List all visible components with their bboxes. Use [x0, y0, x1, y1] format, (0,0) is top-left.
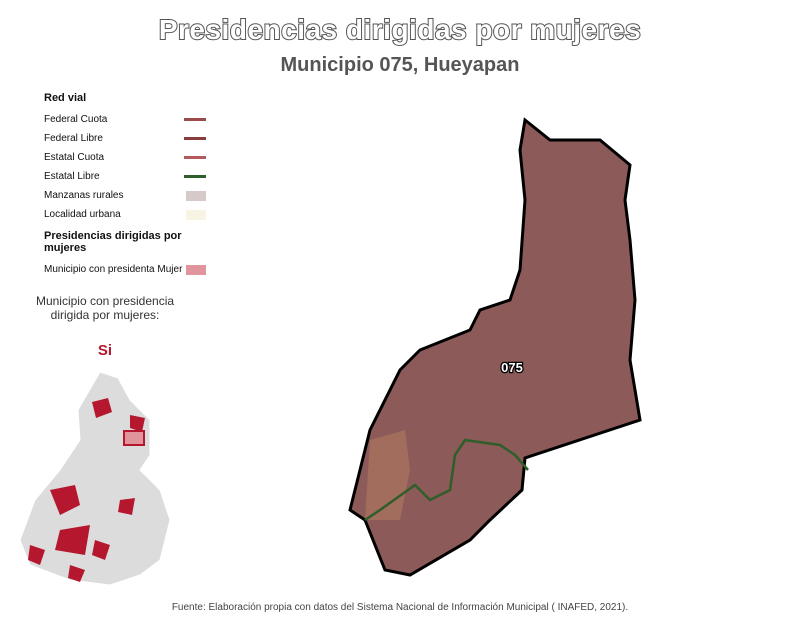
source: Fuente: Elaboración propia con datos del… [171, 602, 629, 613]
highlight [92, 398, 112, 418]
legend-swatch [186, 209, 206, 220]
road [364, 438, 529, 522]
municipality-map: 075 [348, 117, 642, 577]
legend-item: Municipio con presidenta Mujer [44, 260, 214, 279]
current-municipality [123, 430, 145, 446]
highlight [28, 485, 135, 582]
legend-item: Federal Cuota [44, 110, 214, 129]
legend-item: Localidad urbana [44, 205, 214, 224]
legend-item: Estatal Libre [44, 167, 214, 186]
legend: Red vial Federal Cuota Federal Libre Estat… [44, 92, 214, 279]
state-inset [19, 371, 171, 586]
legend-areas: Manzanas rurales Localidad urbana [44, 186, 214, 224]
legend-swatch [184, 156, 206, 159]
legend-label: Manzanas rurales [44, 190, 124, 201]
subtitle: Municipio 075, Hueyapan [280, 54, 520, 76]
legend-label: Estatal Cuota [44, 152, 105, 163]
legend-heading: Red vial [44, 92, 87, 104]
legend-swatch [184, 118, 206, 121]
legend-swatch [184, 137, 206, 140]
legend-heading: Presidencias dirigidas por mujeres [44, 230, 182, 254]
legend-item: Estatal Cuota [44, 148, 214, 167]
inset-question: Municipio con presidencia dirigida por m… [35, 294, 175, 322]
legend-swatch [184, 175, 206, 178]
legend-item: Manzanas rurales [44, 186, 214, 205]
legend-label: Federal Libre [44, 133, 103, 144]
legend-swatch [186, 190, 206, 201]
highlight [130, 415, 145, 432]
legend-label: Estatal Libre [44, 171, 100, 182]
title: Presidencias dirigidas por mujeres [158, 13, 642, 46]
legend-item: Federal Libre [44, 129, 214, 148]
legend-swatch [186, 264, 206, 275]
municipality-label: 075 [501, 360, 523, 375]
legend-label: Federal Cuota [44, 114, 108, 125]
legend-label: Municipio con presidenta Mujer [44, 264, 183, 275]
municipality-area [348, 117, 642, 577]
inset-answer: Si [97, 342, 113, 359]
legend-roads: Federal Cuota Federal Libre Estatal Cuota E… [44, 110, 214, 186]
legend-label: Localidad urbana [44, 209, 121, 220]
